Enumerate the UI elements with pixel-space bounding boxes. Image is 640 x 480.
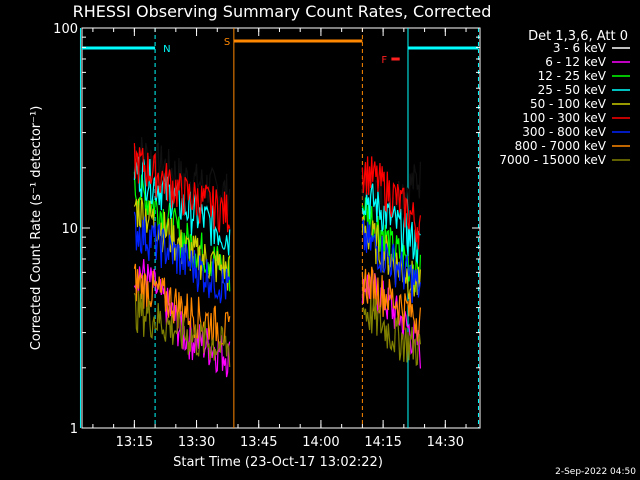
footer-timestamp: 2-Sep-2022 04:50 bbox=[555, 467, 636, 477]
y-tick-label: 10 bbox=[61, 222, 78, 237]
legend-label: 3 - 6 keV bbox=[553, 41, 607, 55]
series-line-4 bbox=[361, 215, 421, 300]
series-line-8 bbox=[361, 298, 421, 367]
flag-bars: N S F bbox=[82, 37, 479, 66]
series-line-5 bbox=[361, 156, 421, 250]
flag-bar-s bbox=[233, 39, 363, 43]
series-line-7 bbox=[133, 263, 231, 349]
series-line-0 bbox=[361, 161, 421, 221]
x-tick-label: 14:30 bbox=[427, 435, 464, 450]
x-tick-label: 14:15 bbox=[364, 435, 401, 450]
legend-label: 100 - 300 keV bbox=[522, 111, 606, 125]
legend-label: 12 - 25 keV bbox=[538, 69, 607, 83]
legend-label: 800 - 7000 keV bbox=[515, 139, 607, 153]
series-line-4 bbox=[133, 197, 231, 291]
series-line-5 bbox=[133, 143, 231, 233]
legend-label: 7000 - 15000 keV bbox=[499, 153, 606, 167]
y-axis-label: Corrected Count Rate (s⁻¹ detector⁻¹) bbox=[29, 106, 44, 351]
x-tick-label: 14:00 bbox=[302, 435, 339, 450]
flag-bar-f bbox=[391, 57, 400, 61]
legend-label: 6 - 12 keV bbox=[545, 55, 607, 69]
flag-bar-n bbox=[82, 46, 156, 50]
series-line-8 bbox=[133, 290, 231, 368]
legend-header: Det 1,3,6, Att 0 bbox=[528, 29, 628, 44]
y-tick-label: 1 bbox=[70, 422, 78, 437]
legend-label: 50 - 100 keV bbox=[530, 97, 607, 111]
legend-label: 300 - 800 keV bbox=[522, 125, 606, 139]
axes: 13:15 13:30 13:45 14:00 14:15 14:30 1 10 100 bbox=[53, 22, 480, 450]
flag-label-f: F bbox=[381, 55, 387, 66]
legend-label: 25 - 50 keV bbox=[538, 83, 607, 97]
series-group bbox=[133, 137, 421, 378]
series-line-7 bbox=[361, 266, 421, 342]
x-tick-label: 13:15 bbox=[116, 435, 153, 450]
flag-label-n: N bbox=[163, 44, 170, 55]
chart-title: RHESSI Observing Summary Count Rates, Co… bbox=[73, 2, 492, 21]
series-line-6 bbox=[361, 219, 421, 303]
x-tick-label: 13:30 bbox=[178, 435, 215, 450]
flag-bar-n bbox=[407, 46, 479, 50]
y-tick-label: 100 bbox=[53, 22, 78, 37]
x-axis-label: Start Time (23-Oct-17 13:02:22) bbox=[173, 455, 383, 470]
x-tick-label: 13:45 bbox=[240, 435, 277, 450]
flag-label-s: S bbox=[224, 37, 230, 48]
series-line-6 bbox=[133, 211, 231, 304]
